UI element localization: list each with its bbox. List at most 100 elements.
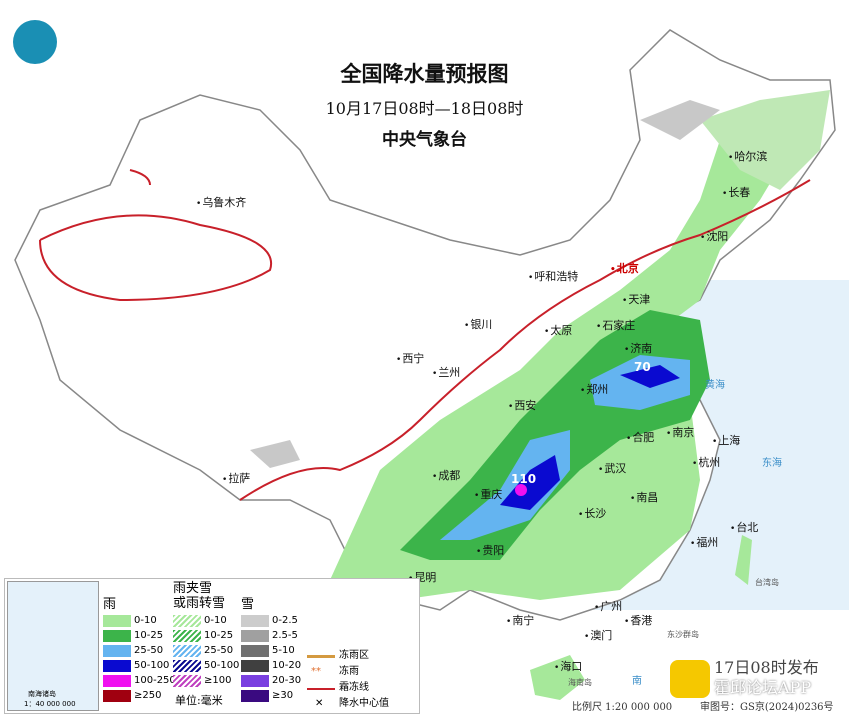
city-label: 成都	[432, 469, 460, 484]
city-label: 北京	[610, 262, 639, 277]
forecast-period: 10月17日08时—18日08时	[325, 99, 524, 118]
city-label: 长沙	[578, 507, 606, 522]
city-label: 重庆	[474, 488, 502, 503]
sea-label: 东海	[762, 458, 782, 469]
rain-legend-label: 10-25	[134, 630, 164, 641]
taiwan	[735, 535, 752, 585]
city-label: 沈阳	[700, 230, 728, 245]
city-label: 拉萨	[222, 472, 250, 487]
snow-swatch	[241, 690, 269, 702]
rain-legend-label: 100-250	[134, 675, 176, 686]
rain-legend-title: 雨	[103, 597, 117, 612]
city-label: 海口	[554, 660, 582, 675]
sea-label: 黄海	[705, 380, 725, 391]
city-label: 南宁	[506, 614, 534, 629]
legend: 南海诸岛 1：40 000 000 雨 雨夹雪 或雨转雪 雪 单位:毫米 冻雨区…	[4, 578, 420, 714]
map-title: 全国降水量预报图	[340, 61, 509, 86]
rain-0-10-ne	[700, 90, 830, 190]
freezing-zone-label: 冻雨区	[339, 650, 369, 661]
city-label: 银川	[464, 318, 492, 333]
freezing-rain-label: 冻雨	[339, 666, 359, 677]
rain-legend-label: 25-50	[134, 645, 164, 656]
mix-legend-label: 50-100	[204, 660, 240, 671]
issuer: 中央气象台	[382, 130, 467, 150]
mix-swatch	[173, 660, 201, 672]
city-label: 太原	[544, 324, 572, 339]
mix-legend-title: 雨夹雪 或雨转雪	[173, 581, 226, 611]
city-label: 合肥	[626, 431, 654, 446]
city-label: 呼和浩特	[528, 270, 578, 285]
snow-swatch	[241, 615, 269, 627]
snow-swatch	[241, 630, 269, 642]
rain-swatch	[103, 645, 131, 657]
mix-legend-label: 0-10	[204, 615, 227, 626]
rain-legend-label: 50-100	[134, 660, 170, 671]
snow-swatch	[241, 645, 269, 657]
city-label: 长春	[722, 186, 750, 201]
snow-legend-label: 5-10	[272, 645, 295, 656]
snow-swatch	[241, 675, 269, 687]
snow-ne	[640, 100, 720, 140]
freezing-rain-icon: **	[311, 666, 321, 677]
rain-100-250	[515, 484, 527, 496]
sea-label: 海南岛	[568, 678, 592, 687]
snow-tibet	[250, 440, 300, 468]
rain-swatch	[103, 690, 131, 702]
city-label: 杭州	[692, 456, 720, 471]
rain-legend-label: ≥250	[134, 690, 162, 701]
mix-swatch	[173, 645, 201, 657]
unit-label: 单位:毫米	[175, 694, 223, 707]
snow-legend-title: 雪	[241, 597, 255, 612]
map-approval-number: 审图号：GS京(2024)0236号	[700, 702, 834, 713]
city-label: 乌鲁木齐	[196, 196, 246, 211]
cross-icon: ✕	[315, 698, 324, 709]
inset-scale: 1：40 000 000	[24, 700, 76, 708]
city-label: 澳门	[584, 629, 612, 644]
city-label: 济南	[624, 342, 652, 357]
city-label: 贵阳	[476, 544, 504, 559]
south-china-sea-inset: 南海诸岛 1：40 000 000	[7, 581, 99, 711]
issue-time: 17日08时发布	[714, 658, 819, 677]
city-label: 武汉	[598, 462, 626, 477]
city-label: 上海	[712, 434, 740, 449]
city-label: 石家庄	[596, 319, 635, 334]
city-label: 西宁	[396, 352, 424, 367]
snow-legend-label: 2.5-5	[272, 630, 298, 641]
center-value-label: 降水中心值	[339, 698, 389, 709]
mix-legend-label: 10-25	[204, 630, 234, 641]
scale-label: 比例尺 1:20 000 000	[572, 702, 673, 713]
snow-legend-label: 10-20	[272, 660, 302, 671]
mix-swatch	[173, 615, 201, 627]
sea-label: 台湾岛	[755, 578, 779, 587]
cma-logo	[13, 20, 57, 64]
rain-50-100	[500, 365, 680, 510]
app-watermark-icon	[670, 660, 710, 698]
rain-25-50	[440, 355, 690, 540]
rain-swatch	[103, 630, 131, 642]
city-label: 香港	[624, 614, 652, 629]
rain-swatch	[103, 615, 131, 627]
rain-swatch	[103, 675, 131, 687]
precip-center-value: 70	[634, 360, 651, 374]
mix-legend-label: 25-50	[204, 645, 234, 656]
snow-swatch	[241, 660, 269, 672]
snow-legend-label: ≥30	[272, 690, 294, 701]
mix-swatch	[173, 675, 201, 687]
snow-legend-label: 20-30	[272, 675, 302, 686]
snow-legend-label: 0-2.5	[272, 615, 298, 626]
city-label: 福州	[690, 536, 718, 551]
city-label: 南京	[666, 426, 694, 441]
mix-swatch	[173, 630, 201, 642]
city-label: 兰州	[432, 366, 460, 381]
watermark: 霍邱论坛APP	[714, 678, 812, 697]
rain-legend-label: 0-10	[134, 615, 157, 626]
city-label: 郑州	[580, 383, 608, 398]
inset-title: 南海诸岛	[28, 690, 56, 698]
frost-line-sample	[307, 688, 335, 690]
sea-label: 东沙群岛	[667, 630, 699, 639]
city-label: 南昌	[630, 491, 658, 506]
city-label: 台北	[730, 521, 758, 536]
city-label: 西安	[508, 399, 536, 414]
frost-line-label: 霜冻线	[339, 682, 369, 693]
